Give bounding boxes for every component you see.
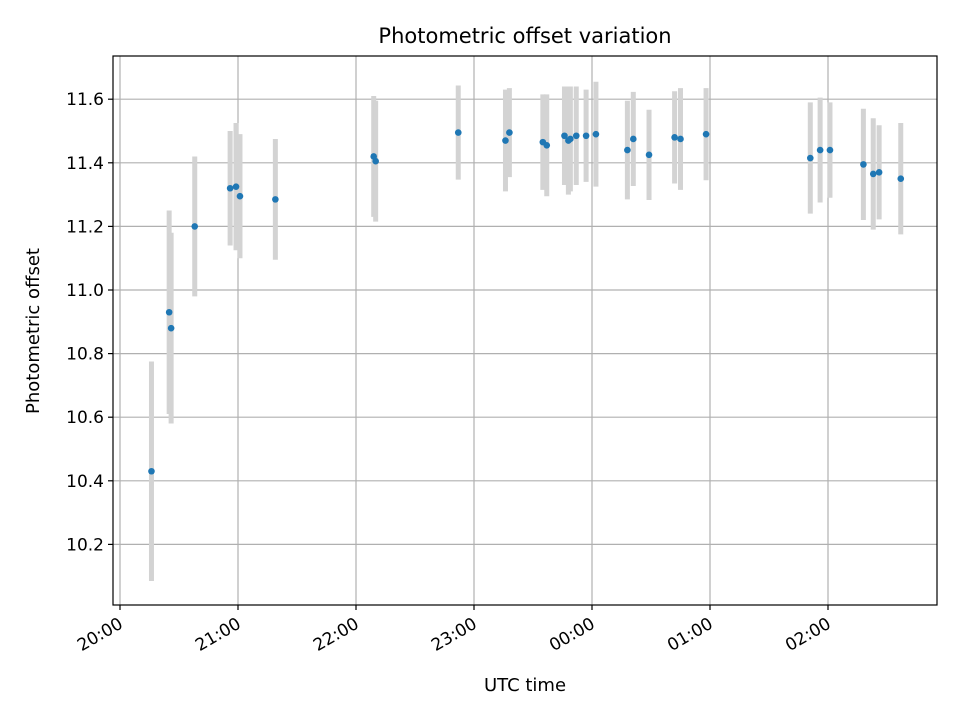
plot-frame — [112, 55, 938, 606]
data-point — [167, 324, 175, 332]
data-point — [875, 169, 883, 176]
data-point — [826, 146, 834, 154]
data-point — [860, 161, 867, 168]
y-axis-label: Photometric offset — [23, 248, 44, 414]
point-layer — [148, 129, 905, 475]
data-point — [165, 308, 173, 316]
data-point — [502, 137, 509, 144]
chart-title: Photometric offset variation — [378, 24, 671, 48]
data-point — [454, 129, 462, 136]
data-point — [232, 183, 240, 190]
data-point — [226, 184, 234, 192]
data-point — [372, 157, 379, 165]
x-axis-label: UTC time — [484, 675, 566, 696]
data-point — [572, 132, 580, 140]
data-point — [506, 129, 513, 136]
data-point — [869, 170, 877, 178]
data-point — [630, 135, 637, 143]
data-point — [236, 192, 244, 200]
y-tick-label: 10.4 — [66, 472, 104, 492]
data-point — [191, 223, 199, 230]
data-point — [677, 135, 684, 143]
data-point — [645, 151, 653, 159]
data-point — [816, 146, 824, 154]
y-tick-label: 11.4 — [66, 154, 104, 174]
y-tick-label: 11.2 — [66, 217, 104, 237]
data-point — [897, 175, 905, 182]
data-point — [561, 132, 568, 140]
data-point — [671, 134, 678, 141]
data-point — [592, 130, 600, 138]
y-tick-label: 10.2 — [66, 535, 104, 555]
data-point — [148, 467, 155, 475]
data-point — [702, 130, 710, 138]
data-point — [582, 132, 590, 140]
data-point — [807, 154, 814, 162]
data-point — [567, 135, 574, 143]
y-tick-label: 10.8 — [66, 345, 104, 365]
y-tick-label: 11.6 — [66, 90, 104, 110]
data-point — [272, 196, 279, 203]
y-tick-label: 11.0 — [66, 281, 104, 301]
data-point — [624, 146, 631, 154]
data-point — [543, 142, 551, 149]
grid-layer — [113, 56, 937, 605]
y-tick-label: 10.6 — [66, 408, 104, 428]
